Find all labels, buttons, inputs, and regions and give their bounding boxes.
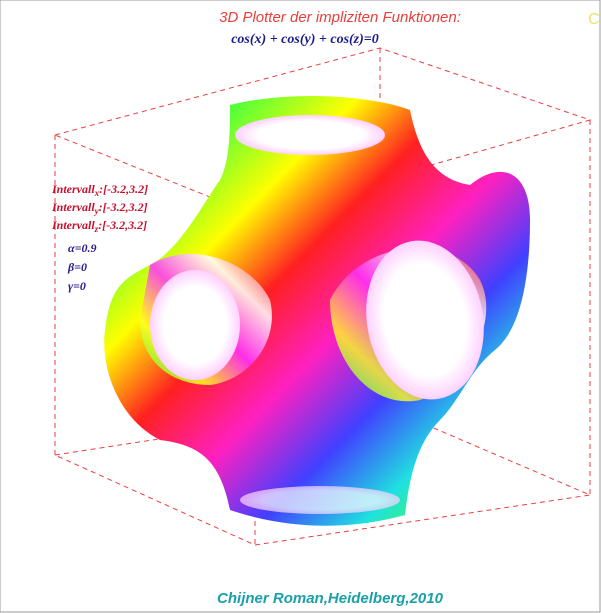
corner-mark: C [588,11,600,28]
interval-label: Intervallz:[-3.2,3.2] [51,218,147,234]
interval-label: Intervally:[-3.2,3.2] [51,200,148,216]
angle-label: γ=0 [68,279,86,293]
interval-label: Intervallx:[-3.2,3.2] [51,182,148,198]
plot-title: 3D Plotter der impliziten Funktionen: [219,9,461,26]
footer: Chijner Roman,Heidelberg,2010 [217,590,444,607]
formula: cos(x) + cos(y) + cos(z)=0 [231,32,379,47]
implicit-surface [104,95,530,526]
angle-label: β=0 [67,260,87,274]
angle-label: α=0.9 [68,241,96,255]
